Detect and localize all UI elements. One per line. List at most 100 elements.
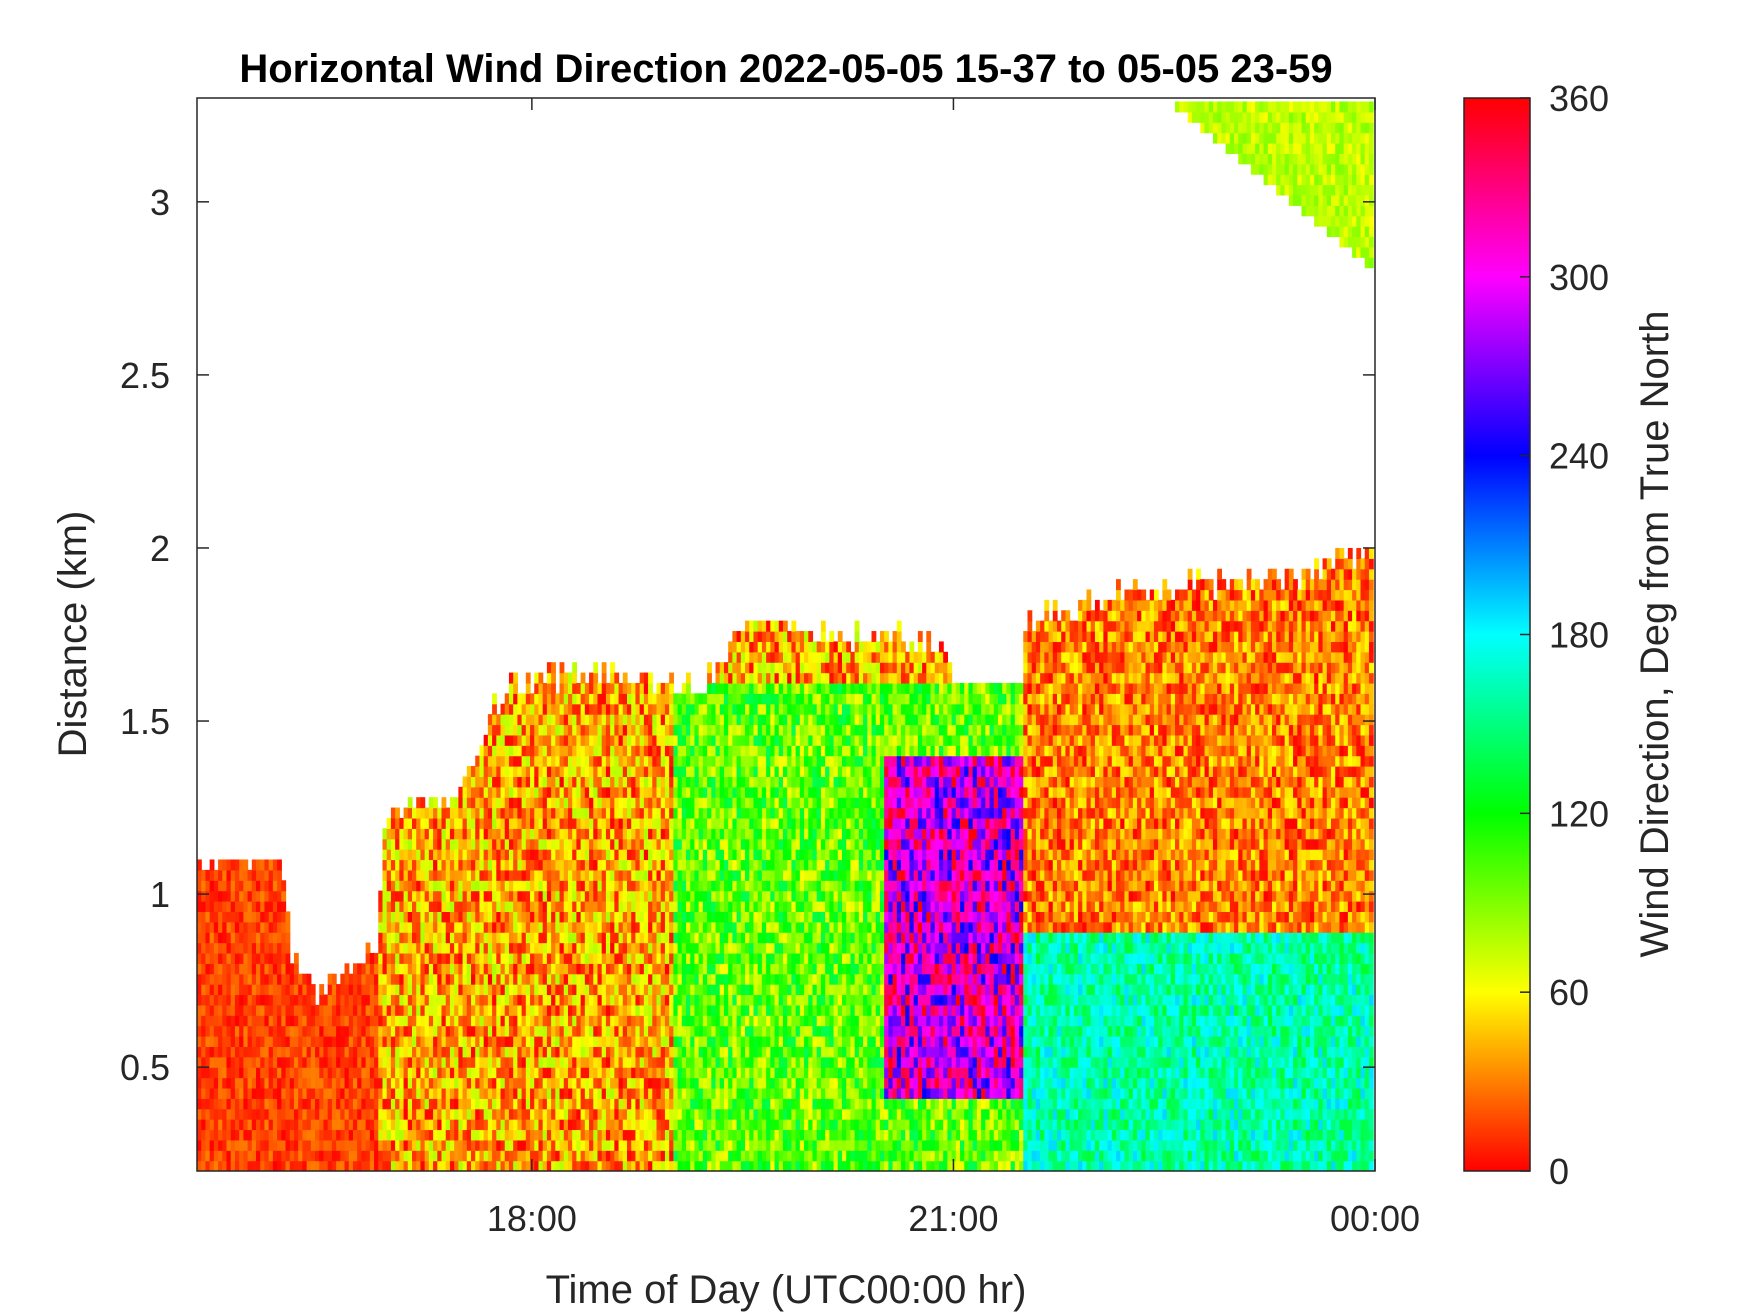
heatmap-cell [386,869,392,881]
heatmap-cell [618,1046,624,1058]
heatmap-cell [639,994,645,1006]
heatmap-cell [690,1139,696,1151]
heatmap-cell [433,859,438,871]
heatmap-cell [525,755,531,767]
heatmap-cell [403,869,409,881]
heatmap-cell [462,817,468,829]
heatmap-cell [361,1015,367,1027]
heatmap-cell [483,817,489,829]
heatmap-cell [479,745,485,757]
heatmap-cell [517,1098,523,1110]
heatmap-cell [563,1119,569,1131]
heatmap-cell [551,1067,556,1079]
heatmap-cell [664,1025,670,1037]
heatmap-cell [513,714,518,726]
heatmap-cell [260,942,266,954]
heatmap-cell [648,921,653,933]
heatmap-cell [230,1139,236,1151]
heatmap-cell [555,1046,561,1058]
heatmap-cell [559,734,565,746]
heatmap-cell [508,963,514,975]
heatmap-cell [437,984,443,996]
heatmap-cell [251,1160,257,1171]
heatmap-cell [226,1077,232,1089]
heatmap-cell [576,1108,582,1120]
heatmap-cell [458,1046,464,1058]
heatmap-cell [626,1150,632,1162]
heatmap-cell [736,911,742,923]
heatmap-cell [546,1160,552,1171]
heatmap-cell [635,693,641,705]
heatmap-cell [331,1160,337,1171]
heatmap-cell [605,755,611,767]
heatmap-cell [441,932,447,944]
heatmap-cell [500,1056,506,1068]
heatmap-cell [643,786,649,798]
heatmap-cell [546,1087,552,1099]
heatmap-cell [652,1160,658,1171]
heatmap-cell [340,1150,346,1162]
heatmap-cell [745,1108,750,1120]
heatmap-cell [567,1046,573,1058]
heatmap-cell [466,1139,472,1151]
heatmap-cell [500,890,506,902]
heatmap-cell [656,890,662,902]
heatmap-cell [399,1015,405,1027]
heatmap-cell [395,911,400,923]
heatmap-cell [378,1015,384,1027]
heatmap-cell [454,880,459,892]
heatmap-cell [648,880,653,892]
heatmap-cell [407,994,413,1006]
heatmap-cell [690,1077,696,1089]
heatmap-cell [639,734,645,746]
heatmap-cell [563,807,569,819]
heatmap-cell [209,901,215,913]
heatmap-cell [222,1036,228,1047]
heatmap-cell [681,797,687,809]
heatmap-cell [652,724,658,736]
heatmap-cell [626,1098,632,1110]
heatmap-cell [589,1004,594,1016]
heatmap-cell [496,797,502,809]
heatmap-cell [626,984,632,996]
heatmap-cell [660,1036,666,1047]
heatmap-cell [239,1036,244,1047]
heatmap-cell [677,693,683,705]
heatmap-cell [492,1077,497,1089]
heatmap-cell [728,662,733,674]
heatmap-cell [530,1077,535,1089]
heatmap-cell [639,963,645,975]
heatmap-cell [610,942,615,954]
heatmap-cell [673,869,679,881]
heatmap-cell [584,745,590,757]
heatmap-cell [563,1004,569,1016]
heatmap-cell [664,1129,670,1141]
heatmap-cell [369,1129,375,1141]
heatmap-cell [281,901,287,913]
heatmap-cell [517,994,523,1006]
heatmap-cell [546,869,552,881]
heatmap-cell [593,766,599,778]
heatmap-cell [256,1067,261,1079]
heatmap-cell [707,1056,712,1068]
heatmap-cell [702,1108,708,1120]
heatmap-cell [462,1025,468,1037]
heatmap-cell [542,693,548,705]
heatmap-cell [610,682,615,694]
heatmap-cell [719,662,725,674]
heatmap-cell [479,1036,485,1047]
heatmap-cell [719,1025,725,1037]
heatmap-cell [428,1046,434,1058]
heatmap-cell [386,1129,392,1141]
heatmap-cell [618,734,624,746]
heatmap-cell [677,1119,683,1131]
heatmap-cell [728,786,733,798]
heatmap-cell [403,1067,409,1079]
heatmap-cell [572,1087,578,1099]
heatmap-cell [677,1004,683,1016]
heatmap-cell [698,1108,704,1120]
heatmap-cell [462,1067,468,1079]
heatmap-cell [614,838,620,850]
heatmap-cell [336,1025,341,1037]
heatmap-cell [407,838,413,850]
